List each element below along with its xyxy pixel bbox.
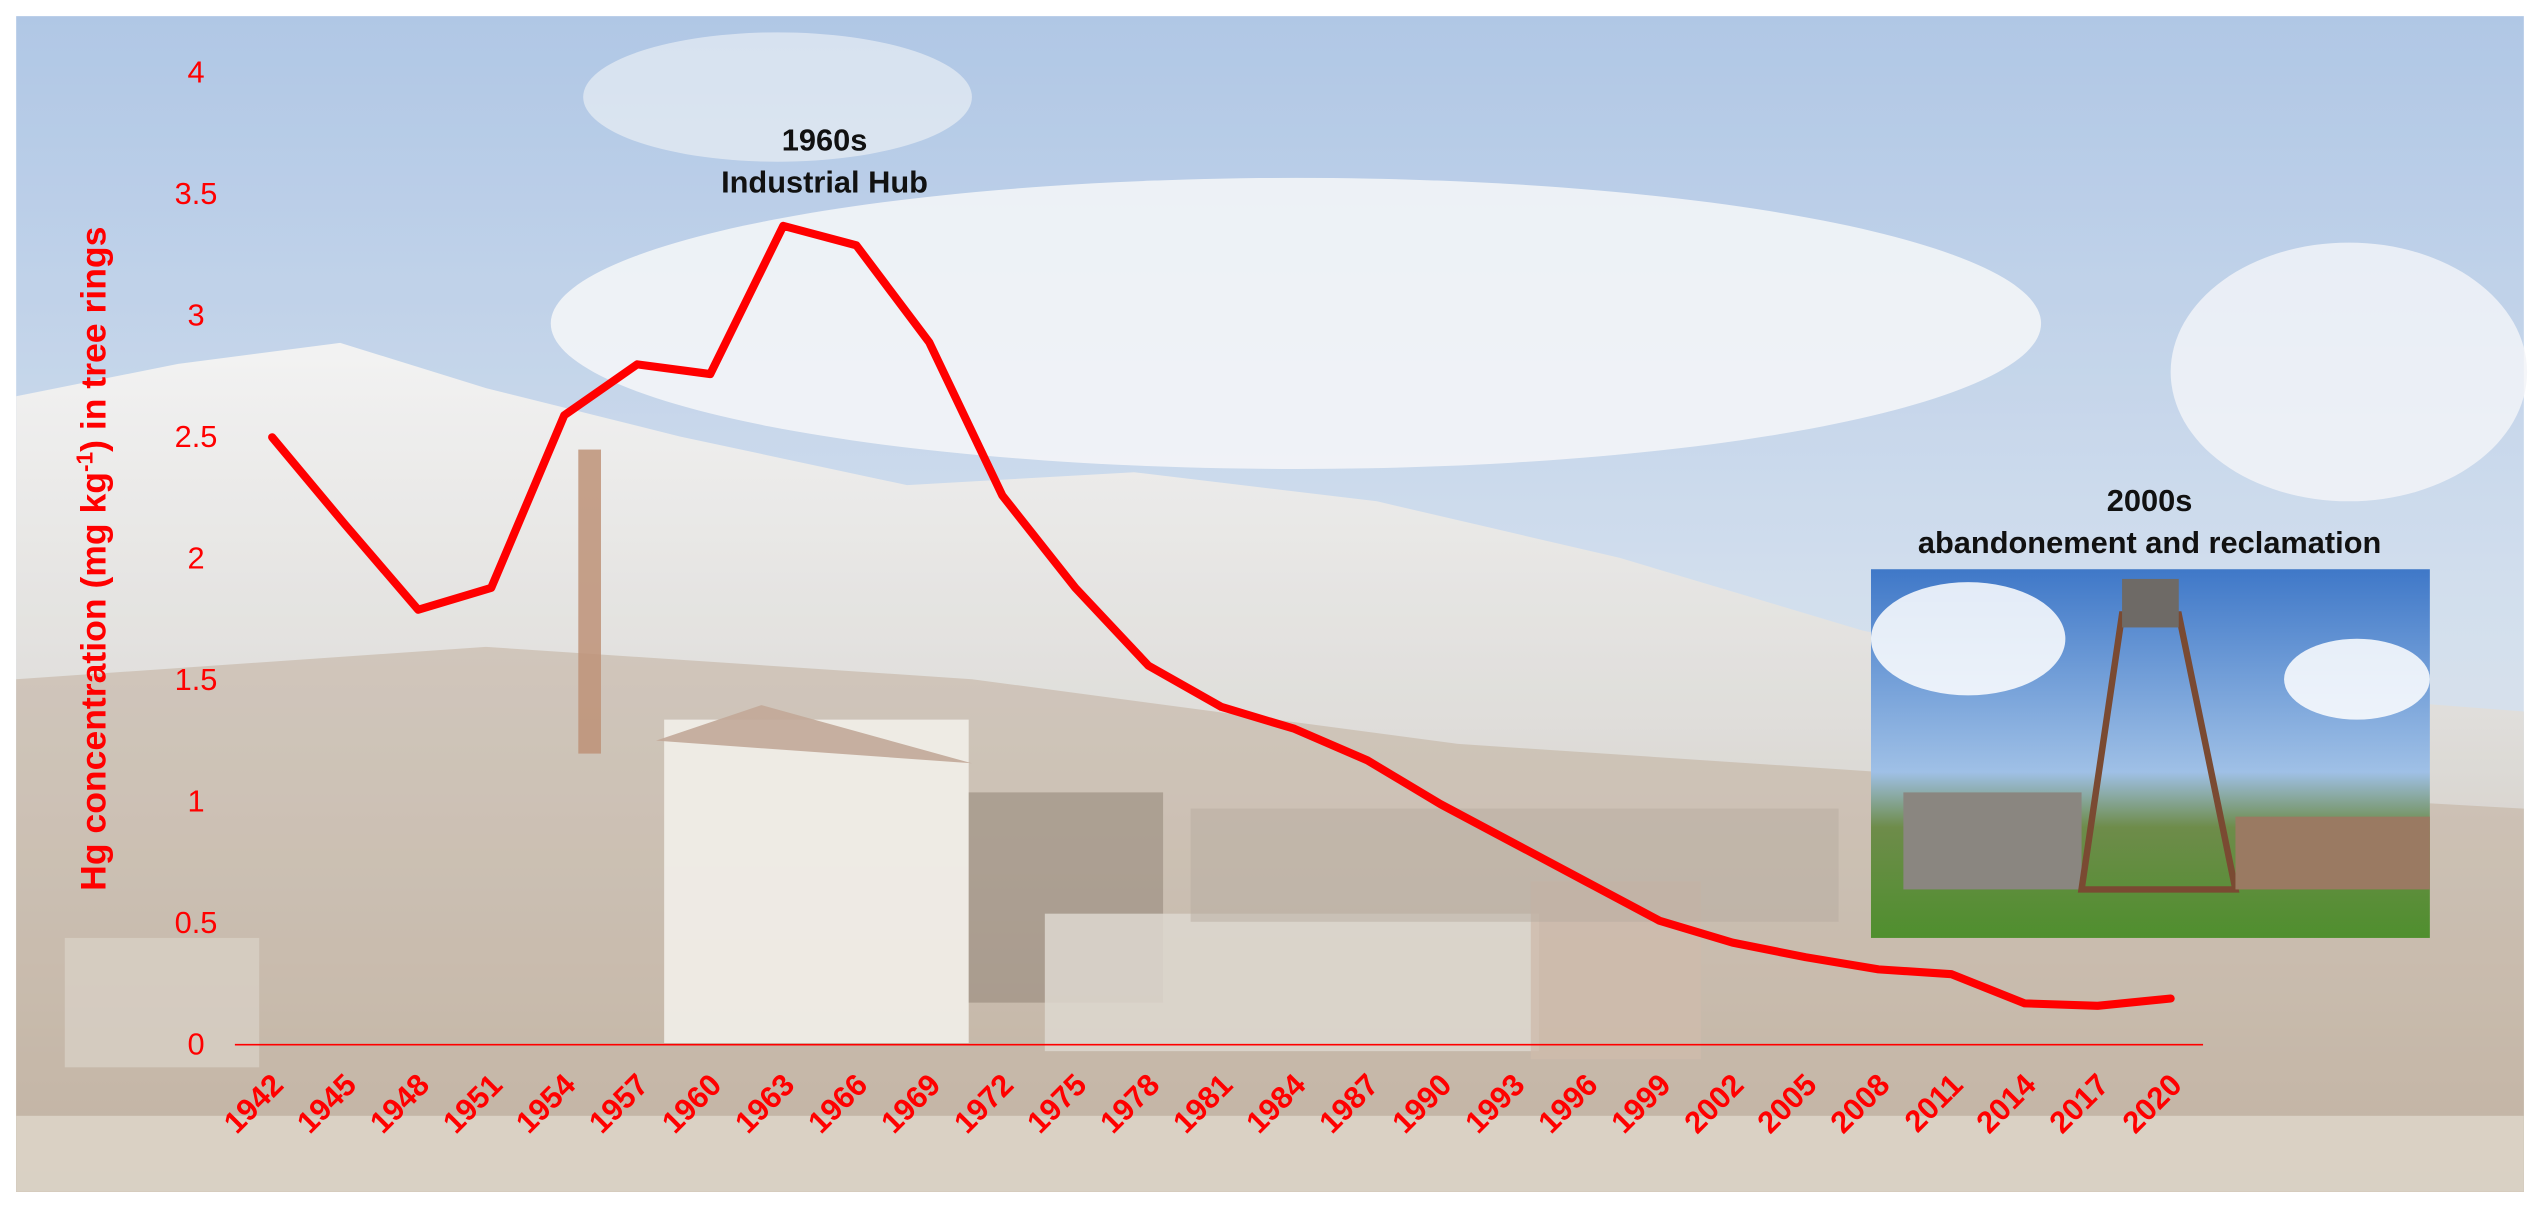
annotation: 1960s bbox=[782, 122, 868, 157]
y-tick-label: 1 bbox=[187, 783, 204, 818]
y-axis-label: Hg concentration (mg kg-1) in tree rings bbox=[71, 227, 113, 891]
y-axis-label-main: Hg concentration (mg kg bbox=[73, 472, 113, 891]
y-tick-label: 2 bbox=[187, 540, 204, 575]
annotation: abandonement and reclamation bbox=[1918, 525, 2381, 560]
y-tick-label: 0 bbox=[187, 1026, 204, 1061]
annotation: Industrial Hub bbox=[721, 164, 928, 199]
y-axis-label-sup: -1 bbox=[71, 452, 97, 472]
y-tick-label: 0.5 bbox=[175, 905, 218, 940]
y-axis-label-end: ) in tree rings bbox=[73, 227, 113, 452]
y-tick-label: 3 bbox=[187, 297, 204, 332]
y-tick-label: 1.5 bbox=[175, 662, 218, 697]
annotation: 2000s bbox=[2107, 483, 2193, 518]
data-line bbox=[268, 221, 2175, 1010]
plot-area: 0 0.5 1 1.5 2 2.5 3 3.5 4 Hg concentration (mg kg… bbox=[71, 54, 2381, 1140]
inset-photo bbox=[1870, 569, 2430, 938]
y-tick-label: 3.5 bbox=[175, 176, 218, 211]
y-tick-label: 4 bbox=[187, 54, 204, 89]
y-tick-label: 2.5 bbox=[175, 419, 218, 454]
